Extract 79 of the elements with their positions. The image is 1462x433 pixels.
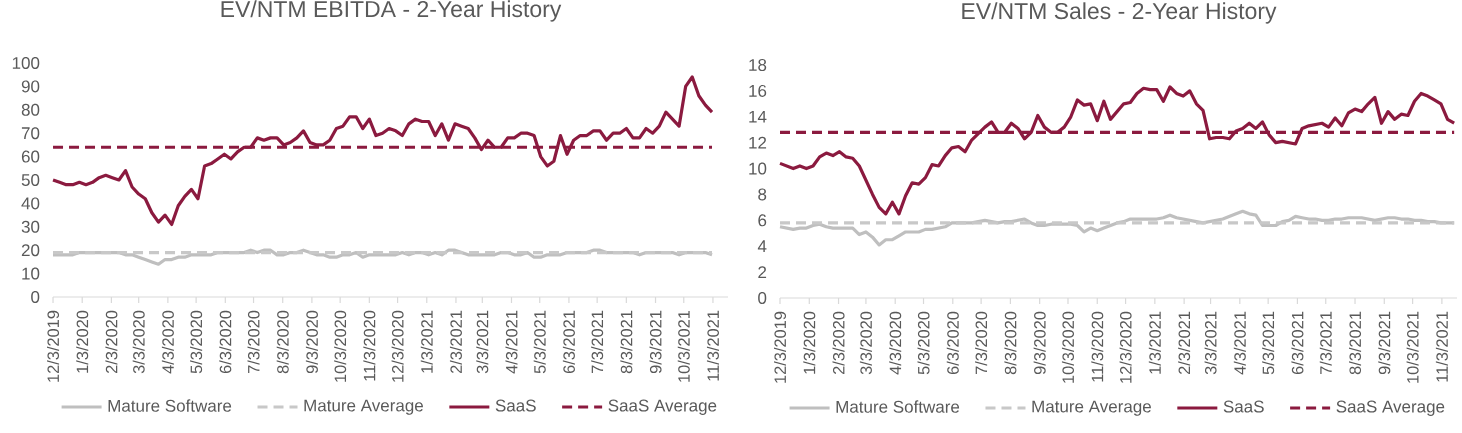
x-tick-label: 2/3/2020 bbox=[105, 310, 118, 374]
y-tick-label: 60 bbox=[21, 150, 40, 163]
x-tick-label: 6/3/2021 bbox=[1291, 311, 1304, 375]
x-tick-label: 8/3/2020 bbox=[276, 310, 289, 374]
x-tick-label: 1/3/2020 bbox=[803, 311, 816, 374]
legend-label: SaaS bbox=[1223, 400, 1264, 413]
y-tick-label: 12 bbox=[749, 136, 767, 149]
y-tick-label: 10 bbox=[749, 162, 767, 175]
x-tick-label: 4/3/2021 bbox=[505, 310, 518, 374]
chart-title: EV/NTM EBITDA - 2-Year History bbox=[221, 0, 562, 22]
x-tick-label: 3/3/2020 bbox=[859, 311, 872, 375]
x-tick-label: 3/3/2020 bbox=[132, 310, 145, 374]
x-tick-label: 4/3/2020 bbox=[161, 310, 174, 374]
x-tick-label: 12/3/2019 bbox=[773, 311, 787, 383]
chart-title: EV/NTM Sales - 2-Year History bbox=[962, 2, 1277, 24]
x-tick-label: 2/3/2021 bbox=[1178, 311, 1191, 375]
y-tick-label: 100 bbox=[12, 56, 40, 69]
legend-label: SaaS bbox=[495, 399, 536, 412]
y-tick-label: 16 bbox=[749, 84, 767, 97]
x-tick-label: 10/3/2021 bbox=[1406, 311, 1419, 383]
x-tick-label: 9/3/2021 bbox=[649, 310, 662, 374]
y-tick-label: 80 bbox=[21, 103, 40, 116]
y-tick-label: 18 bbox=[749, 58, 767, 71]
x-tick-label: 11/3/2020 bbox=[1091, 311, 1104, 382]
x-tick-label: 5/3/2021 bbox=[533, 310, 546, 374]
legend-label: Mature Software bbox=[108, 399, 232, 412]
y-tick-label: 20 bbox=[21, 244, 40, 257]
x-tick-label: 9/3/2020 bbox=[305, 310, 318, 374]
x-tick-label: 12/3/2020 bbox=[1119, 311, 1132, 383]
x-tick-label: 8/3/2021 bbox=[1348, 311, 1362, 375]
y-tick-label: 4 bbox=[757, 240, 767, 253]
x-tick-label: 10/3/2020 bbox=[1061, 311, 1074, 383]
x-tick-label: 9/3/2021 bbox=[1378, 311, 1391, 375]
x-tick-label: 5/3/2020 bbox=[190, 310, 203, 374]
x-tick-label: 3/3/2021 bbox=[476, 310, 489, 374]
x-tick-label: 5/3/2021 bbox=[1262, 311, 1275, 375]
x-tick-label: 6/3/2020 bbox=[219, 310, 232, 374]
x-tick-label: 10/3/2020 bbox=[334, 310, 347, 382]
x-tick-label: 4/3/2021 bbox=[1233, 311, 1246, 375]
x-tick-label: 2/3/2021 bbox=[449, 310, 462, 374]
legend-label: SaaS Average bbox=[1336, 400, 1445, 416]
x-tick-label: 1/3/2021 bbox=[1148, 311, 1161, 374]
x-tick-label: 11/3/2021 bbox=[706, 310, 719, 381]
legend-label: SaaS Average bbox=[608, 399, 717, 415]
x-tick-label: 6/3/2020 bbox=[946, 311, 959, 375]
y-tick-label: 6 bbox=[758, 214, 767, 227]
y-tick-label: 50 bbox=[21, 173, 40, 186]
x-tick-label: 8/3/2020 bbox=[1004, 311, 1017, 375]
y-tick-label: 0 bbox=[31, 290, 40, 303]
legend-label: Mature Average bbox=[304, 399, 423, 415]
legend-label: Mature Average bbox=[1032, 400, 1151, 416]
y-tick-label: 14 bbox=[749, 110, 767, 123]
y-tick-label: 30 bbox=[21, 220, 40, 233]
y-tick-label: 8 bbox=[758, 188, 767, 201]
x-tick-label: 9/3/2020 bbox=[1033, 311, 1046, 375]
y-tick-label: 10 bbox=[22, 267, 40, 280]
x-tick-label: 1/3/2021 bbox=[420, 310, 433, 373]
y-tick-label: 2 bbox=[758, 266, 767, 279]
x-tick-label: 1/3/2020 bbox=[76, 310, 89, 373]
legend-label: Mature Software bbox=[836, 400, 960, 413]
y-tick-label: 90 bbox=[21, 80, 40, 93]
x-tick-label: 10/3/2021 bbox=[677, 310, 690, 382]
x-tick-label: 7/3/2020 bbox=[247, 310, 260, 374]
x-tick-label: 4/3/2020 bbox=[889, 311, 902, 375]
x-tick-label: 7/3/2020 bbox=[975, 311, 988, 375]
y-tick-label: 0 bbox=[758, 291, 767, 304]
y-tick-label: 70 bbox=[21, 127, 40, 140]
x-tick-label: 12/3/2019 bbox=[46, 310, 60, 382]
x-tick-label: 11/3/2020 bbox=[363, 310, 376, 381]
x-tick-label: 8/3/2021 bbox=[620, 310, 633, 374]
x-tick-label: 11/3/2021 bbox=[1435, 311, 1448, 382]
y-tick-label: 40 bbox=[21, 197, 40, 210]
x-tick-label: 2/3/2020 bbox=[832, 311, 845, 375]
x-tick-label: 7/3/2021 bbox=[1319, 311, 1332, 375]
x-tick-label: 6/3/2021 bbox=[562, 310, 575, 374]
x-tick-label: 7/3/2021 bbox=[591, 310, 604, 374]
x-tick-label: 5/3/2020 bbox=[917, 311, 930, 375]
x-tick-label: 12/3/2020 bbox=[391, 310, 404, 382]
x-tick-label: 3/3/2021 bbox=[1204, 311, 1217, 375]
